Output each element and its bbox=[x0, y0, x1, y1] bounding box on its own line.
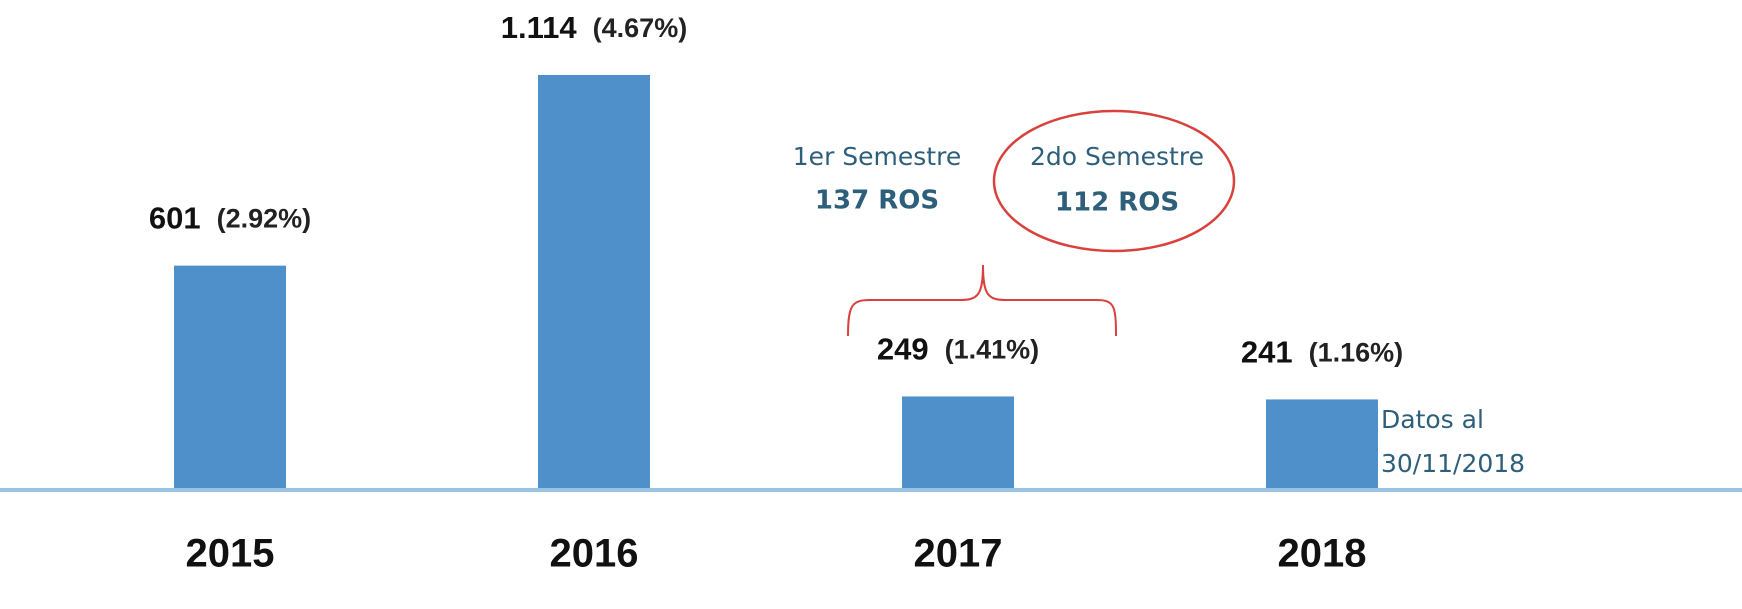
x-tick-label: 2018 bbox=[1278, 532, 1367, 576]
annotation: 2do Semestre bbox=[1030, 142, 1204, 171]
percent-label: (2.92%) bbox=[217, 204, 312, 234]
value-label: 601 bbox=[149, 201, 201, 236]
x-tick-label: 2016 bbox=[550, 532, 639, 576]
bar bbox=[538, 74, 650, 490]
data-label: 1.114 (4.67%) bbox=[501, 10, 687, 45]
bar bbox=[174, 265, 286, 489]
annotation: 30/11/2018 bbox=[1381, 449, 1525, 478]
data-label: 601 (2.92%) bbox=[149, 201, 311, 236]
value-label: 241 bbox=[1241, 335, 1293, 370]
percent-label: (1.41%) bbox=[945, 335, 1040, 365]
percent-label: (1.16%) bbox=[1309, 338, 1404, 368]
annotation: Datos al bbox=[1381, 405, 1484, 434]
bar bbox=[1266, 399, 1378, 489]
annotation: 112 ROS bbox=[1055, 188, 1179, 218]
value-label: 1.114 bbox=[501, 10, 578, 45]
percent-label: (4.67%) bbox=[593, 13, 688, 43]
highlight-ellipse bbox=[992, 109, 1236, 253]
data-label: 241 (1.16%) bbox=[1241, 335, 1403, 370]
bar bbox=[902, 396, 1014, 489]
x-tick-label: 2015 bbox=[186, 532, 275, 576]
annotation: 1er Semestre bbox=[793, 142, 961, 171]
brace bbox=[847, 264, 1117, 337]
annotation: 137 ROS bbox=[815, 186, 939, 216]
x-tick-label: 2017 bbox=[914, 532, 1003, 576]
value-label: 249 bbox=[877, 332, 929, 367]
data-label: 249 (1.41%) bbox=[877, 332, 1039, 367]
